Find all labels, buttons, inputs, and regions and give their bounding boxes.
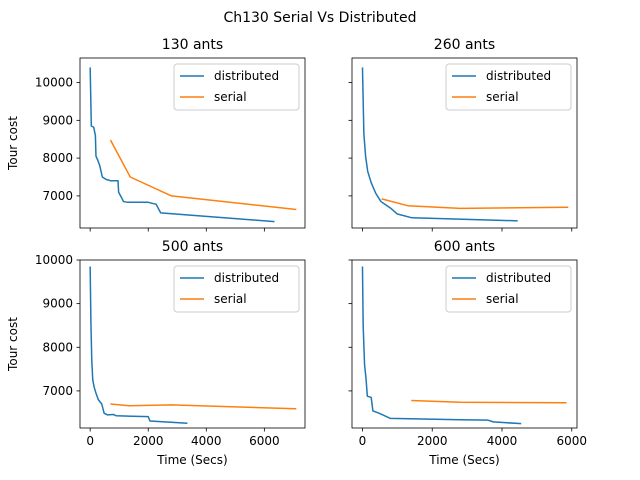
- x-axis-label: Time (Secs): [156, 453, 227, 467]
- series-line-distributed: [89, 266, 188, 424]
- legend-label-distributed: distributed: [486, 271, 551, 285]
- legend-label-serial: serial: [214, 292, 247, 306]
- y-tick-label: 9000: [42, 297, 73, 311]
- x-tick-label: 4000: [487, 434, 518, 448]
- series-line-distributed: [361, 67, 518, 222]
- series-group: [89, 67, 297, 223]
- x-tick-label: 2000: [133, 434, 164, 448]
- axes-frame: [79, 259, 306, 429]
- x-tick-label: 4000: [191, 434, 222, 448]
- series-line-distributed: [89, 67, 275, 223]
- x-tick-label: 0: [86, 434, 94, 448]
- subplot-2: 260 ants distributed serial: [348, 37, 578, 232]
- legend-label-serial: serial: [486, 292, 519, 306]
- axes-frame: [351, 57, 578, 229]
- legend: distributed serial: [445, 265, 572, 313]
- y-tick-label: 7000: [42, 384, 73, 398]
- y-tick-label: 8000: [42, 151, 73, 165]
- legend: distributed serial: [445, 63, 572, 111]
- y-tick-label: 9000: [42, 113, 73, 127]
- legend-label-distributed: distributed: [214, 69, 279, 83]
- series-line-serial: [381, 198, 569, 210]
- series-group: [89, 266, 297, 424]
- y-tick-label: 10000: [35, 253, 73, 267]
- y-tick-label: 10000: [35, 76, 73, 90]
- subplot-title: 600 ants: [434, 239, 495, 255]
- subplot-4: 600 ants 0 2000 4000 6000 Time (Secs) distribu…: [348, 239, 587, 467]
- legend-label-serial: serial: [214, 90, 247, 104]
- legend-label-distributed: distributed: [486, 69, 551, 83]
- axes-frame: [79, 57, 306, 229]
- legend: distributed serial: [173, 63, 300, 111]
- subplot-title: 260 ants: [434, 37, 495, 53]
- subplot-1: 130 ants 7000 8000 9000 10000 Tour cost distri…: [6, 37, 306, 232]
- axes-frame: [351, 259, 578, 429]
- y-tick-label: 7000: [42, 189, 73, 203]
- y-tick-label: 8000: [42, 340, 73, 354]
- series-line-serial: [109, 139, 297, 211]
- series-group: [361, 67, 569, 222]
- series-line-distributed: [361, 266, 522, 425]
- subplot-title: 500 ants: [162, 239, 223, 255]
- legend-box: [445, 265, 572, 313]
- x-tick-label: 6000: [556, 434, 587, 448]
- x-tick-label: 0: [359, 434, 367, 448]
- legend-box: [445, 63, 572, 111]
- subplot-3: 500 ants 0 2000 4000 6000 7000 8000 9000 10000 Ti…: [6, 239, 306, 467]
- subplot-grid: 130 ants 7000 8000 9000 10000 Tour cost distri…: [6, 37, 587, 467]
- subplot-title: 130 ants: [162, 37, 223, 53]
- x-tick-label: 6000: [249, 434, 280, 448]
- figure-title: Ch130 Serial Vs Distributed: [223, 10, 416, 26]
- x-axis-label: Time (Secs): [428, 453, 499, 467]
- x-tick-label: 2000: [417, 434, 448, 448]
- legend-box: [173, 63, 300, 111]
- legend-label-serial: serial: [486, 90, 519, 104]
- legend-box: [173, 265, 300, 313]
- y-axis-label: Tour cost: [6, 317, 20, 372]
- legend: distributed serial: [173, 265, 300, 313]
- series-group: [361, 266, 567, 425]
- legend-label-distributed: distributed: [214, 271, 279, 285]
- series-line-serial: [110, 403, 297, 410]
- y-axis-label: Tour cost: [6, 116, 20, 171]
- series-line-serial: [411, 399, 567, 404]
